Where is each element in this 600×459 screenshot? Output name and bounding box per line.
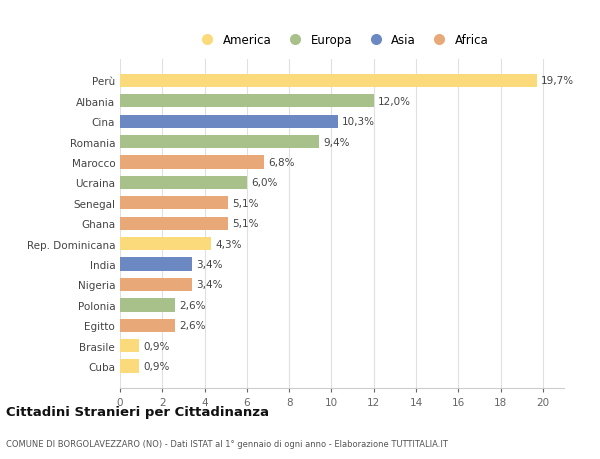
Text: 9,4%: 9,4% — [323, 137, 349, 147]
Text: 5,1%: 5,1% — [232, 198, 259, 208]
Text: Cittadini Stranieri per Cittadinanza: Cittadini Stranieri per Cittadinanza — [6, 405, 269, 419]
Bar — [120, 115, 338, 129]
Text: 12,0%: 12,0% — [378, 96, 411, 106]
Text: 3,4%: 3,4% — [196, 280, 223, 290]
Text: 0,9%: 0,9% — [143, 361, 170, 371]
Text: 2,6%: 2,6% — [179, 320, 206, 330]
Bar — [120, 258, 192, 271]
Text: COMUNE DI BORGOLAVEZZARO (NO) - Dati ISTAT al 1° gennaio di ogni anno - Elaboraz: COMUNE DI BORGOLAVEZZARO (NO) - Dati IST… — [6, 439, 448, 448]
Text: 4,3%: 4,3% — [215, 239, 242, 249]
Bar — [120, 156, 264, 169]
Bar — [120, 176, 247, 190]
Bar — [120, 217, 228, 230]
Bar — [120, 136, 319, 149]
Text: 0,9%: 0,9% — [143, 341, 170, 351]
Text: 6,0%: 6,0% — [251, 178, 277, 188]
Bar — [120, 319, 175, 332]
Legend: America, Europa, Asia, Africa: America, Europa, Asia, Africa — [191, 29, 493, 52]
Text: 5,1%: 5,1% — [232, 219, 259, 229]
Bar — [120, 360, 139, 373]
Bar — [120, 339, 139, 353]
Bar — [120, 95, 374, 108]
Bar — [120, 278, 192, 291]
Bar — [120, 197, 228, 210]
Text: 19,7%: 19,7% — [541, 76, 574, 86]
Bar — [120, 299, 175, 312]
Text: 3,4%: 3,4% — [196, 259, 223, 269]
Text: 6,8%: 6,8% — [268, 158, 295, 168]
Text: 10,3%: 10,3% — [342, 117, 375, 127]
Text: 2,6%: 2,6% — [179, 300, 206, 310]
Bar — [120, 237, 211, 251]
Bar — [120, 75, 536, 88]
